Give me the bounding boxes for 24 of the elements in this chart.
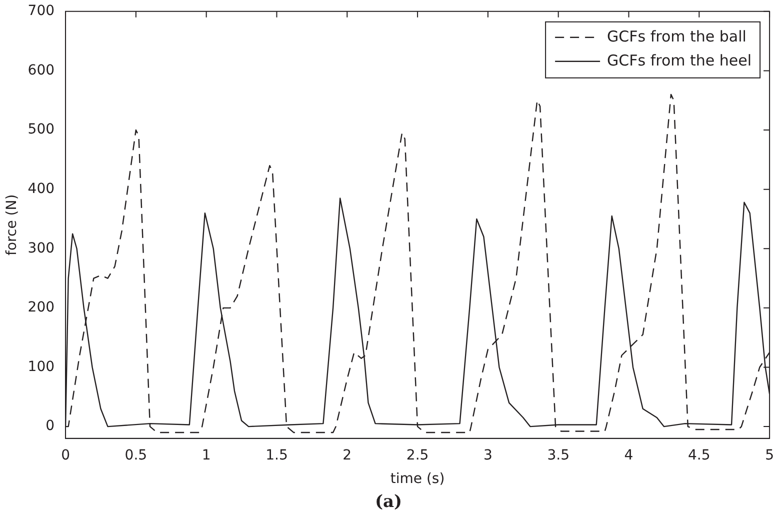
x-tick-label: 2.5 — [406, 447, 429, 464]
y-tick-label: 600 — [28, 62, 55, 78]
y-tick-label: 400 — [28, 180, 55, 197]
x-tick-label: 4.5 — [688, 447, 710, 464]
y-tick-label: 300 — [28, 240, 55, 256]
legend-label: GCFs from the ball — [607, 27, 746, 46]
x-tick-label: 0.5 — [124, 447, 148, 464]
x-tick-label: 3.5 — [547, 447, 570, 464]
y-tick-label: 100 — [28, 358, 55, 375]
x-tick-label: 3 — [483, 447, 492, 464]
y-tick-label: 700 — [28, 3, 55, 20]
y-tick-label: 500 — [28, 122, 55, 138]
x-tick-label: 2 — [342, 447, 352, 464]
x-tick-label: 5 — [765, 447, 774, 464]
y-axis-title: force (N) — [4, 194, 20, 256]
x-axis-title: time (s) — [390, 471, 445, 488]
x-tick-label: 1 — [202, 447, 211, 464]
legend-label: GCFs from the heel — [607, 51, 752, 70]
x-tick-label: 0 — [61, 447, 70, 464]
y-tick-label: 200 — [28, 300, 55, 316]
x-tick-label: 1.5 — [266, 447, 288, 464]
y-tick-label: 0 — [46, 418, 55, 434]
text: (a) — [374, 492, 404, 512]
x-tick-label: 4 — [624, 447, 634, 464]
